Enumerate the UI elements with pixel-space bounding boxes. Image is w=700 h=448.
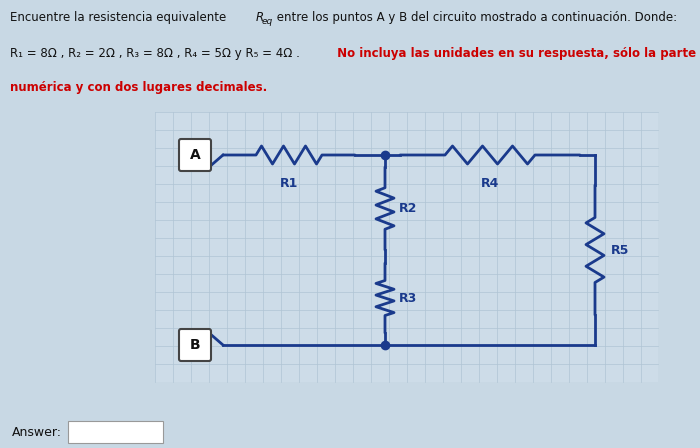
Text: A: A [190,148,200,162]
Text: numérica y con dos lugares decimales.: numérica y con dos lugares decimales. [10,81,267,94]
Text: R₁ = 8Ω , R₂ = 2Ω , R₃ = 8Ω , R₄ = 5Ω y R₅ = 4Ω .: R₁ = 8Ω , R₂ = 2Ω , R₃ = 8Ω , R₄ = 5Ω y … [10,47,300,60]
Text: Encuentre la resistencia equivalente: Encuentre la resistencia equivalente [10,11,230,24]
FancyBboxPatch shape [179,329,211,361]
Bar [155,112,658,382]
Text: R5: R5 [611,244,629,257]
Text: Answer:: Answer: [12,426,62,439]
Text: B: B [190,338,200,352]
FancyBboxPatch shape [179,139,211,171]
Text: entre los puntos A y B del circuito mostrado a continuación. Donde:: entre los puntos A y B del circuito most… [273,11,677,24]
Text: R1: R1 [280,177,298,190]
Text: R2: R2 [399,202,417,215]
Text: eq: eq [262,17,273,26]
Text: R3: R3 [399,292,417,305]
Text: No incluya las unidades en su respuesta, sólo la parte: No incluya las unidades en su respuesta,… [333,47,696,60]
Text: R: R [256,11,264,24]
Bar [68,421,163,443]
Text: R4: R4 [481,177,499,190]
